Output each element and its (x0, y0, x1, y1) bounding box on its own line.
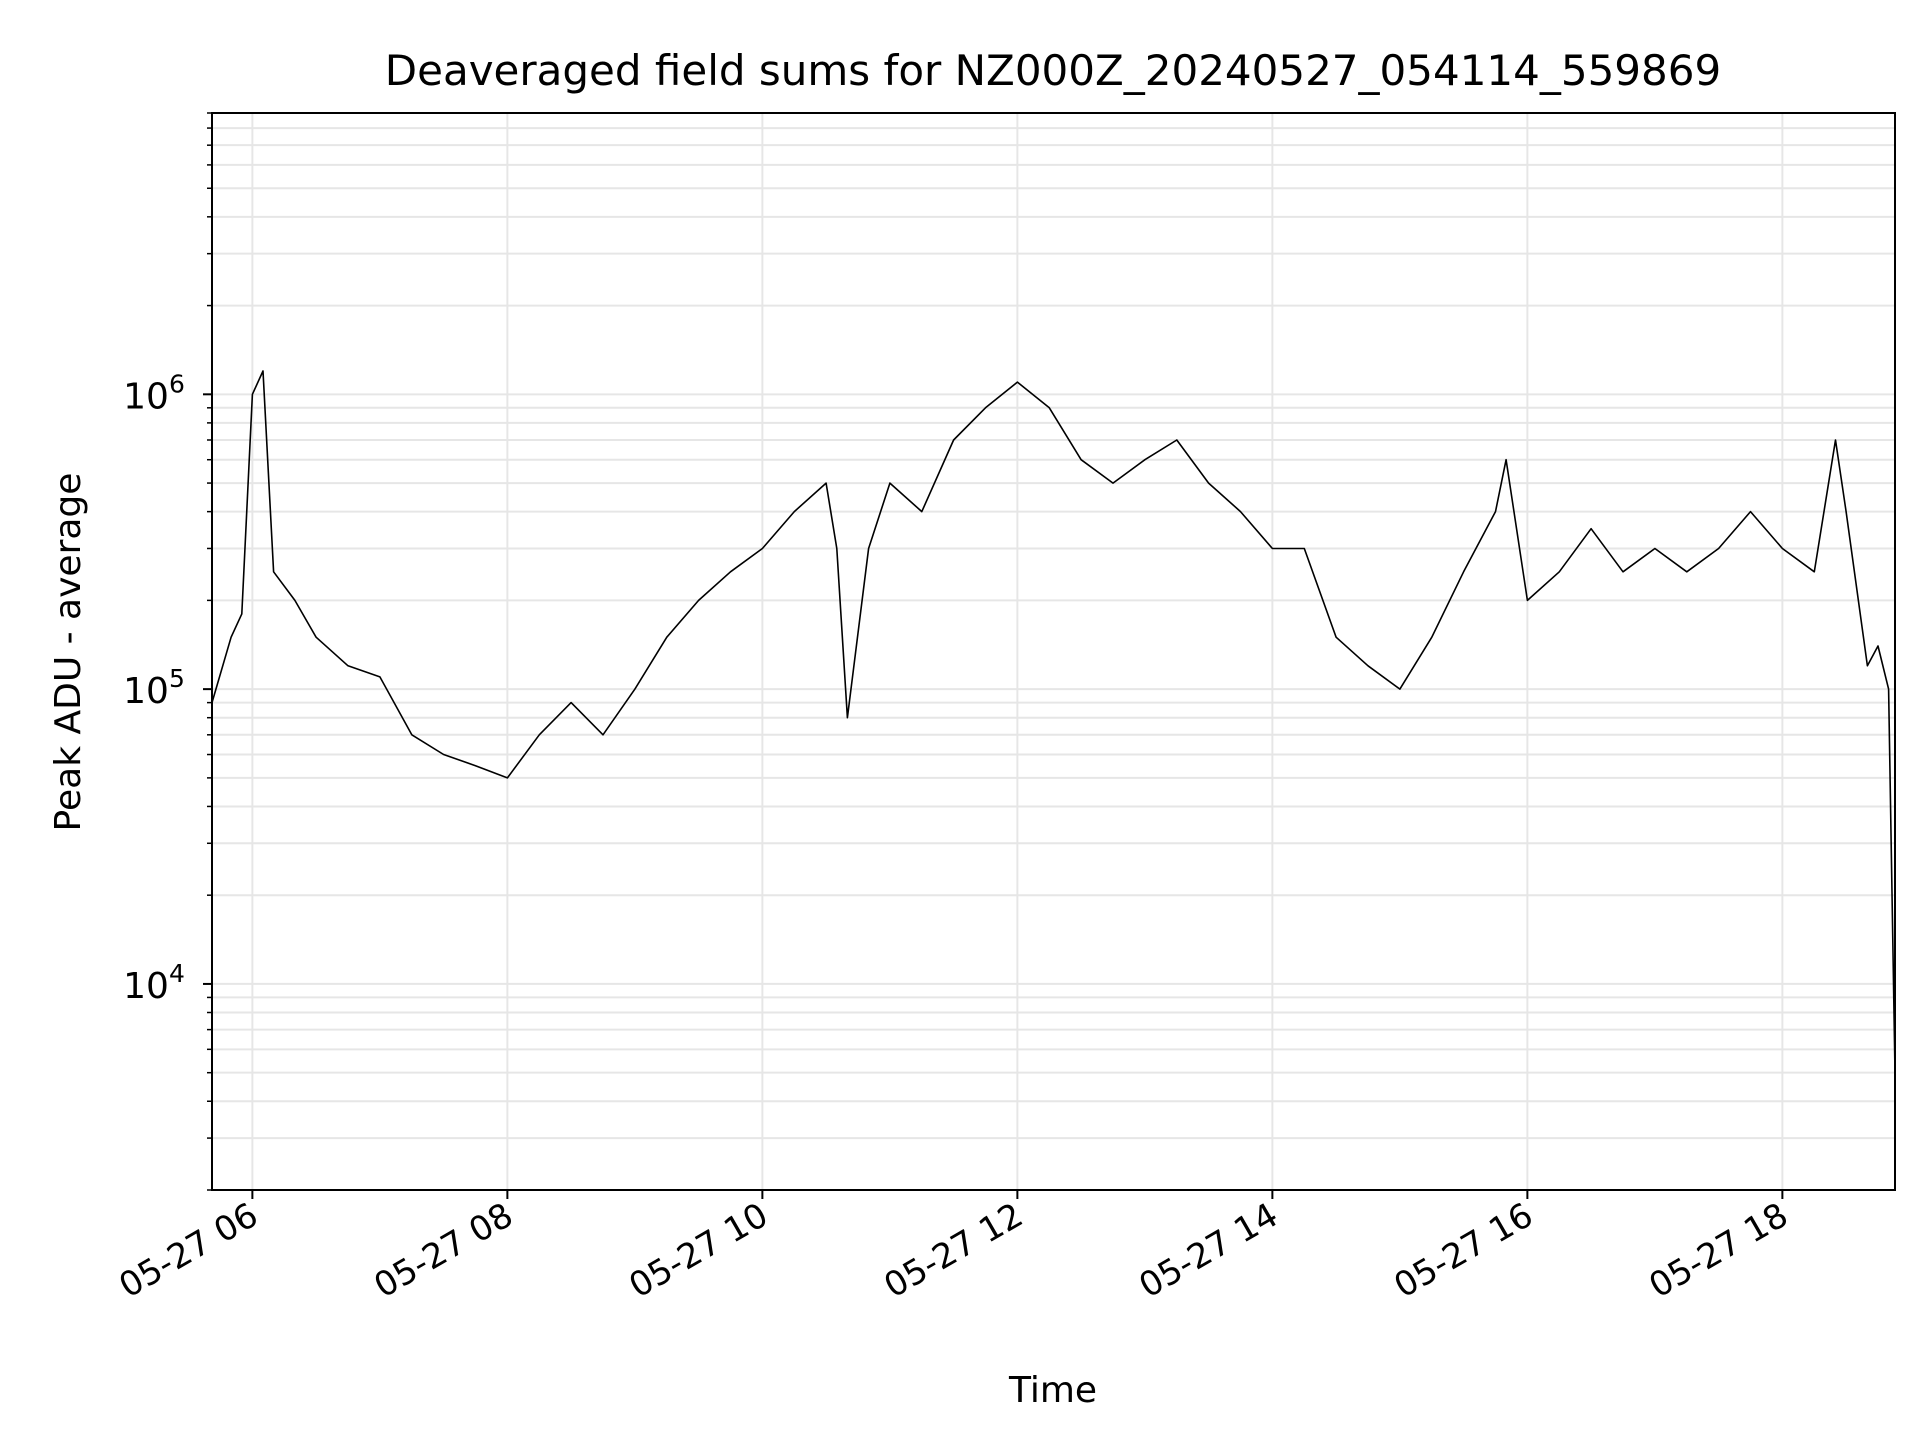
grid-major (212, 113, 1895, 1190)
y-tick-label: 106 (123, 369, 185, 417)
x-axis-label: Time (1008, 1370, 1097, 1411)
y-tick-label: 104 (123, 959, 185, 1007)
chart-title: Deaveraged field sums for NZ000Z_2024052… (385, 46, 1721, 95)
series-line (211, 370, 1896, 1073)
grid-minor (212, 112, 1895, 1191)
y-axis: 104 105 106 (123, 112, 212, 1191)
y-tick-label: 105 (123, 664, 185, 712)
plot-frame (211, 112, 1896, 1191)
y-axis-label: Peak ADU - average (48, 473, 89, 832)
series-layer (211, 370, 1896, 1073)
